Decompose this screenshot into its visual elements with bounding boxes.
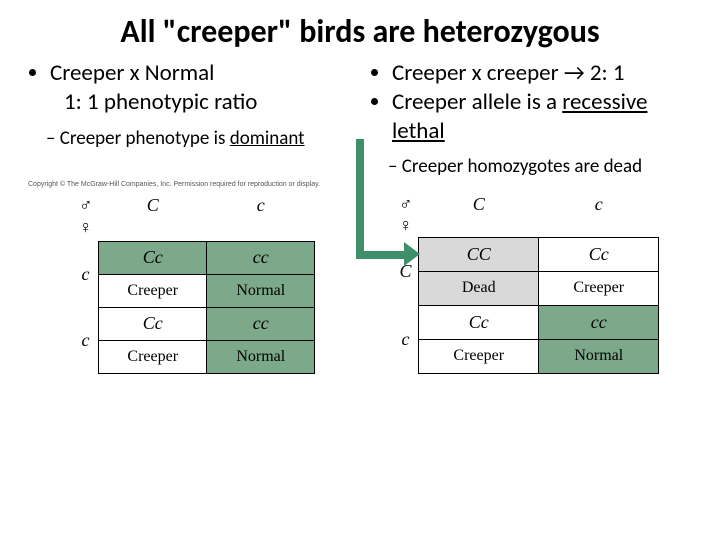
male-symbol-icon — [79, 198, 93, 215]
punnett-left-wrap: Copyright © The McGraw-Hill Companies, I… — [28, 193, 360, 374]
right-column: Creeper x creeper → 2: 1 Creeper allele … — [360, 59, 702, 179]
p1-cell: Creeper — [99, 340, 207, 373]
slide-title: All "creeper" birds are heterozygous — [0, 0, 720, 59]
p1-cell: Creeper — [99, 274, 207, 307]
p2-cell: Dead — [419, 271, 539, 305]
p1-cell: Cc — [99, 307, 207, 340]
right-bullet-1: Creeper x creeper → 2: 1 — [392, 59, 692, 88]
p2-cell: Normal — [539, 339, 659, 373]
highlight-arrow — [356, 139, 406, 259]
figures-row: Copyright © The McGraw-Hill Companies, I… — [0, 179, 720, 374]
right-bullet-2: Creeper allele is a recessive lethal — [392, 88, 692, 146]
copyright-text: Copyright © The McGraw-Hill Companies, I… — [28, 181, 320, 188]
p2-cell: Creeper — [539, 271, 659, 305]
p1-cell: Cc — [99, 241, 207, 274]
right-subbullet-1: Creeper homozygotes are dead — [388, 155, 692, 179]
p2-cell: Cc — [419, 305, 539, 339]
left-subbullet-1: Creeper phenotype is dominant — [46, 127, 350, 151]
left-bullet-1: Creeper x Normal 1: 1 phenotypic ratio — [50, 59, 350, 117]
p2-cell: CC — [419, 237, 539, 271]
p1-cell: Normal — [207, 340, 315, 373]
p1-cell: cc — [207, 241, 315, 274]
p1-cell: cc — [207, 307, 315, 340]
p1-cell: Normal — [207, 274, 315, 307]
punnett-square-2: CcCCCCcDeadCreepercCcccCreeperNormal — [393, 193, 660, 374]
p2-cell: Creeper — [419, 339, 539, 373]
p2-cell: Cc — [539, 237, 659, 271]
left-column: Creeper x Normal 1: 1 phenotypic ratio C… — [18, 59, 360, 179]
p2-cell: cc — [539, 305, 659, 339]
punnett-square-1: CccCcccCreeperNormalcCcccCreeperNormal — [73, 193, 316, 374]
punnett-right-wrap: CcCCCCcDeadCreepercCcccCreeperNormal — [360, 193, 692, 374]
female-symbol-icon — [79, 220, 93, 237]
